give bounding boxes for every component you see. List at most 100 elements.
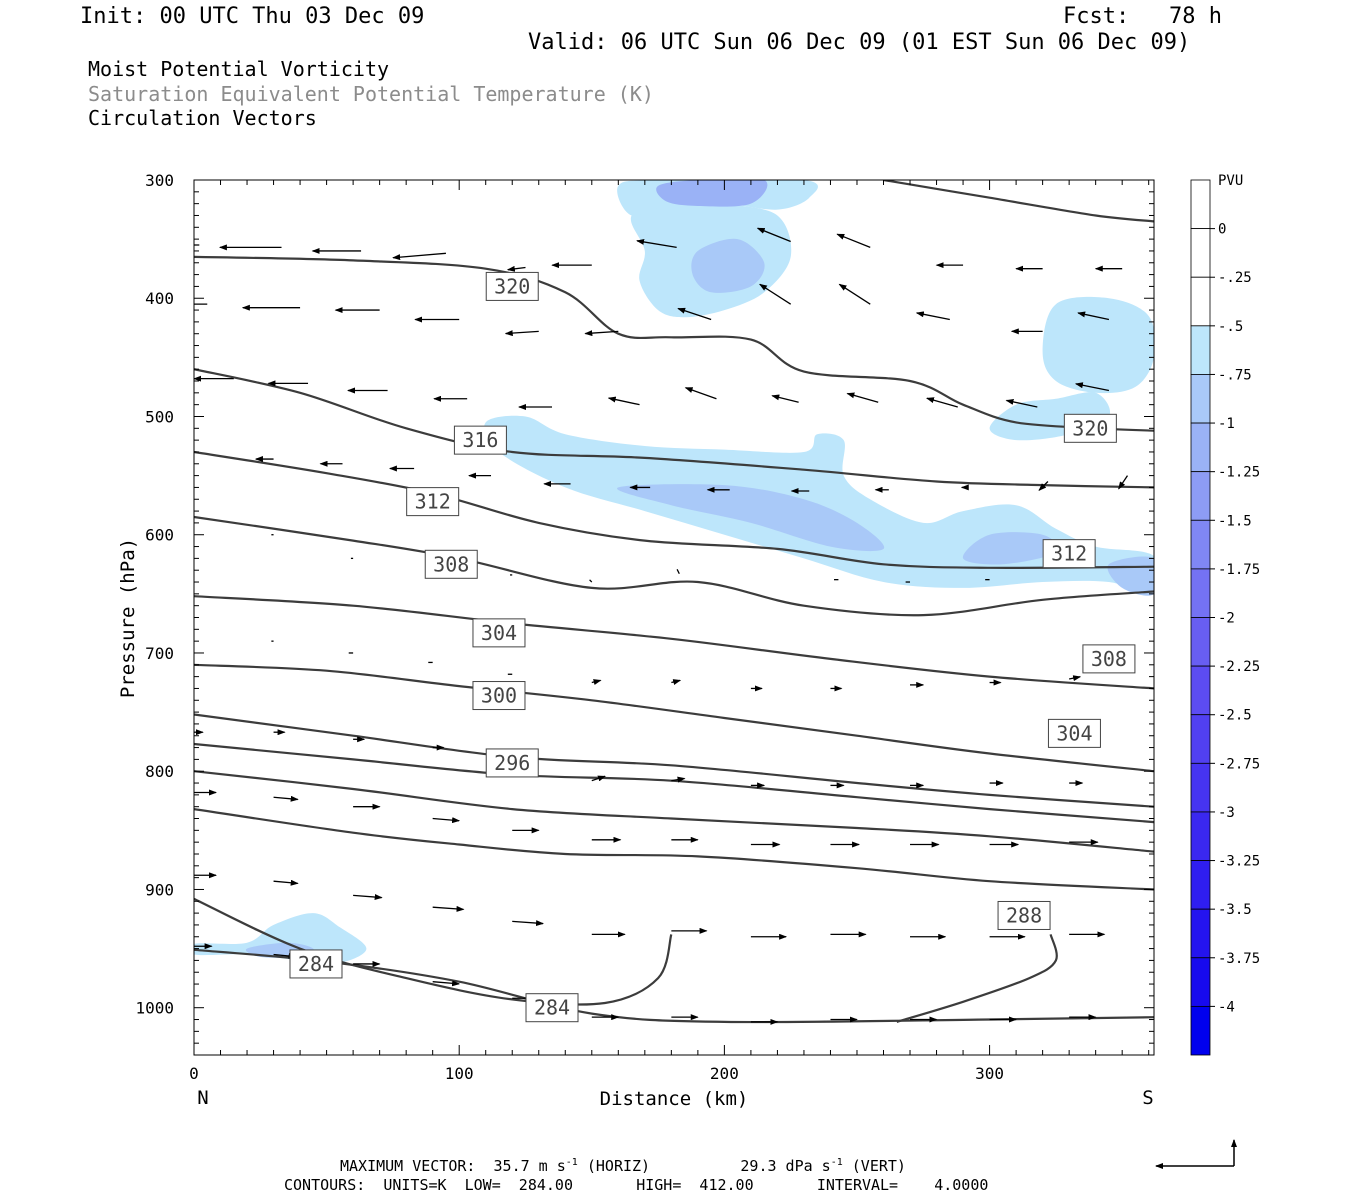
- colorbar-level-label: -3.25: [1218, 854, 1260, 870]
- y-tick-label: 400: [145, 289, 174, 308]
- pv-shade-region-6: [962, 532, 1059, 565]
- x-tick-label: 300: [975, 1064, 1004, 1083]
- y-tick-label: 1000: [135, 999, 174, 1018]
- vector-6: [636, 238, 677, 249]
- y-tick-label: 500: [145, 407, 174, 426]
- vector-21: [915, 311, 950, 321]
- contour-label-text: 308: [433, 552, 469, 576]
- pv-shading-layer: [194, 180, 1154, 964]
- vector-52: [589, 579, 593, 583]
- colorbar-swatch: [1190, 471, 1211, 521]
- y-tick-label: 300: [145, 171, 174, 190]
- vector-86: [432, 817, 461, 824]
- vector-34: [1005, 398, 1038, 408]
- max-vector-label: MAXIMUM VECTOR:: [340, 1157, 476, 1175]
- colorbar-swatch: [1190, 908, 1211, 959]
- contour-320-10: [194, 450, 1154, 569]
- contour-label-13: 288: [997, 900, 1051, 930]
- contour-label-5: 300: [472, 681, 526, 711]
- vector-19: [759, 283, 792, 305]
- contour-label-text: 284: [534, 996, 570, 1020]
- contour-label-9: 320: [1063, 413, 1117, 443]
- vector-53: [676, 569, 680, 575]
- field-title-vectors: Circulation Vectors: [88, 106, 317, 130]
- y-tick-label: 700: [145, 644, 174, 663]
- colorbar-swatch: [1190, 422, 1211, 473]
- vector-97: [353, 894, 383, 901]
- contour-label-text: 312: [1051, 542, 1087, 566]
- contour-label-11: 308: [1082, 644, 1136, 674]
- colorbar-swatch: [1190, 1005, 1211, 1056]
- horiz-unit: (HORIZ): [586, 1157, 651, 1175]
- vector-29: [607, 396, 640, 406]
- vert-max-value: 29.3 dPa s: [740, 1157, 831, 1175]
- contour-label-text: 312: [415, 490, 451, 514]
- colorbar-level-label: -1.5: [1218, 513, 1252, 529]
- vector-35: [1074, 382, 1110, 392]
- colorbar-swatch: [1190, 179, 1211, 230]
- field-title-theta-es: Saturation Equivalent Potential Temperat…: [88, 82, 654, 106]
- vector-17: [584, 330, 619, 337]
- reference-vector-icon: [1155, 1139, 1237, 1169]
- colorbar-swatch: [1190, 519, 1211, 570]
- vector-23: [1077, 311, 1110, 321]
- contour-300-5: [194, 742, 1154, 824]
- colorbar-level-label: -3.5: [1218, 902, 1252, 918]
- contour-label-2: 312: [406, 487, 460, 517]
- colorbar-title: PVU: [1218, 173, 1243, 189]
- contour-328-12: [194, 255, 1154, 432]
- vector-31: [771, 394, 799, 403]
- max-vector-line: MAXIMUM VECTOR: 35.7 m s-1 (HORIZ) 29.3 …: [340, 1158, 906, 1174]
- pv-shade-region-3: [656, 180, 768, 207]
- contour-label-text: 296: [494, 751, 530, 775]
- contour-label-10: 312: [1042, 539, 1096, 569]
- pv-shade-region-7: [1107, 556, 1154, 596]
- vector-46: [1038, 481, 1049, 492]
- contour-label-8: 284: [525, 993, 579, 1023]
- colorbar-swatch: [1190, 276, 1211, 327]
- colorbar-swatch: [1190, 811, 1211, 861]
- vector-20: [838, 283, 871, 305]
- contour-288-2: [896, 934, 1058, 1023]
- x-tick-label: 100: [445, 1064, 474, 1083]
- field-title-mpv: Moist Potential Vorticity: [88, 57, 390, 81]
- vector-4: [506, 265, 526, 272]
- colorbar-level-label: 0: [1218, 222, 1226, 238]
- contour-label-text: 316: [462, 428, 498, 452]
- pv-shade-region-1: [691, 238, 765, 293]
- contour-288-1: [194, 897, 673, 1006]
- vector-77: [671, 776, 686, 783]
- colorbar-swatch: [1190, 374, 1211, 424]
- axes: 0 100 200 300 300 400 500 600 700 800 900 1000: [135, 171, 1154, 1083]
- colorbar-level-label: -3.75: [1218, 951, 1260, 967]
- vector-3: [392, 252, 446, 261]
- colorbar-level-label: -.5: [1218, 319, 1243, 335]
- colorbar-level-label: -2.5: [1218, 708, 1252, 724]
- colorbar-swatch: [1190, 568, 1211, 618]
- y-tick-label: 800: [145, 762, 174, 781]
- colorbar-swatch: [1190, 762, 1211, 813]
- colorbar-level-label: -1.75: [1218, 562, 1260, 578]
- contour-308-7: [194, 663, 1154, 773]
- horiz-exponent: -1: [565, 1157, 578, 1168]
- contour-324-11: [194, 368, 1154, 489]
- colorbar-level-label: -2.75: [1218, 756, 1260, 772]
- colorbar-swatch: [1190, 325, 1211, 375]
- x-tick-label: 0: [189, 1064, 199, 1083]
- colorbar-swatch: [1190, 228, 1211, 278]
- vector-70: [1069, 675, 1082, 682]
- colorbar-level-label: -.75: [1218, 367, 1252, 383]
- contour-304-6: [194, 713, 1154, 808]
- vector-84: [273, 795, 299, 802]
- vector-76: [591, 775, 606, 782]
- vector-33: [925, 397, 958, 408]
- valid-time: Valid: 06 UTC Sun 06 Dec 09 (01 EST Sun …: [528, 30, 1191, 55]
- colorbar-level-label: -2.25: [1218, 659, 1260, 675]
- colorbar-swatch: [1190, 665, 1211, 716]
- circulation-vectors: [194, 227, 1129, 1025]
- contour-label-text: 320: [494, 274, 530, 298]
- contour-info: CONTOURS: UNITS=K LOW= 284.00 HIGH= 412.…: [284, 1176, 989, 1194]
- vector-8: [836, 233, 871, 249]
- contour-label-text: 288: [1006, 903, 1042, 927]
